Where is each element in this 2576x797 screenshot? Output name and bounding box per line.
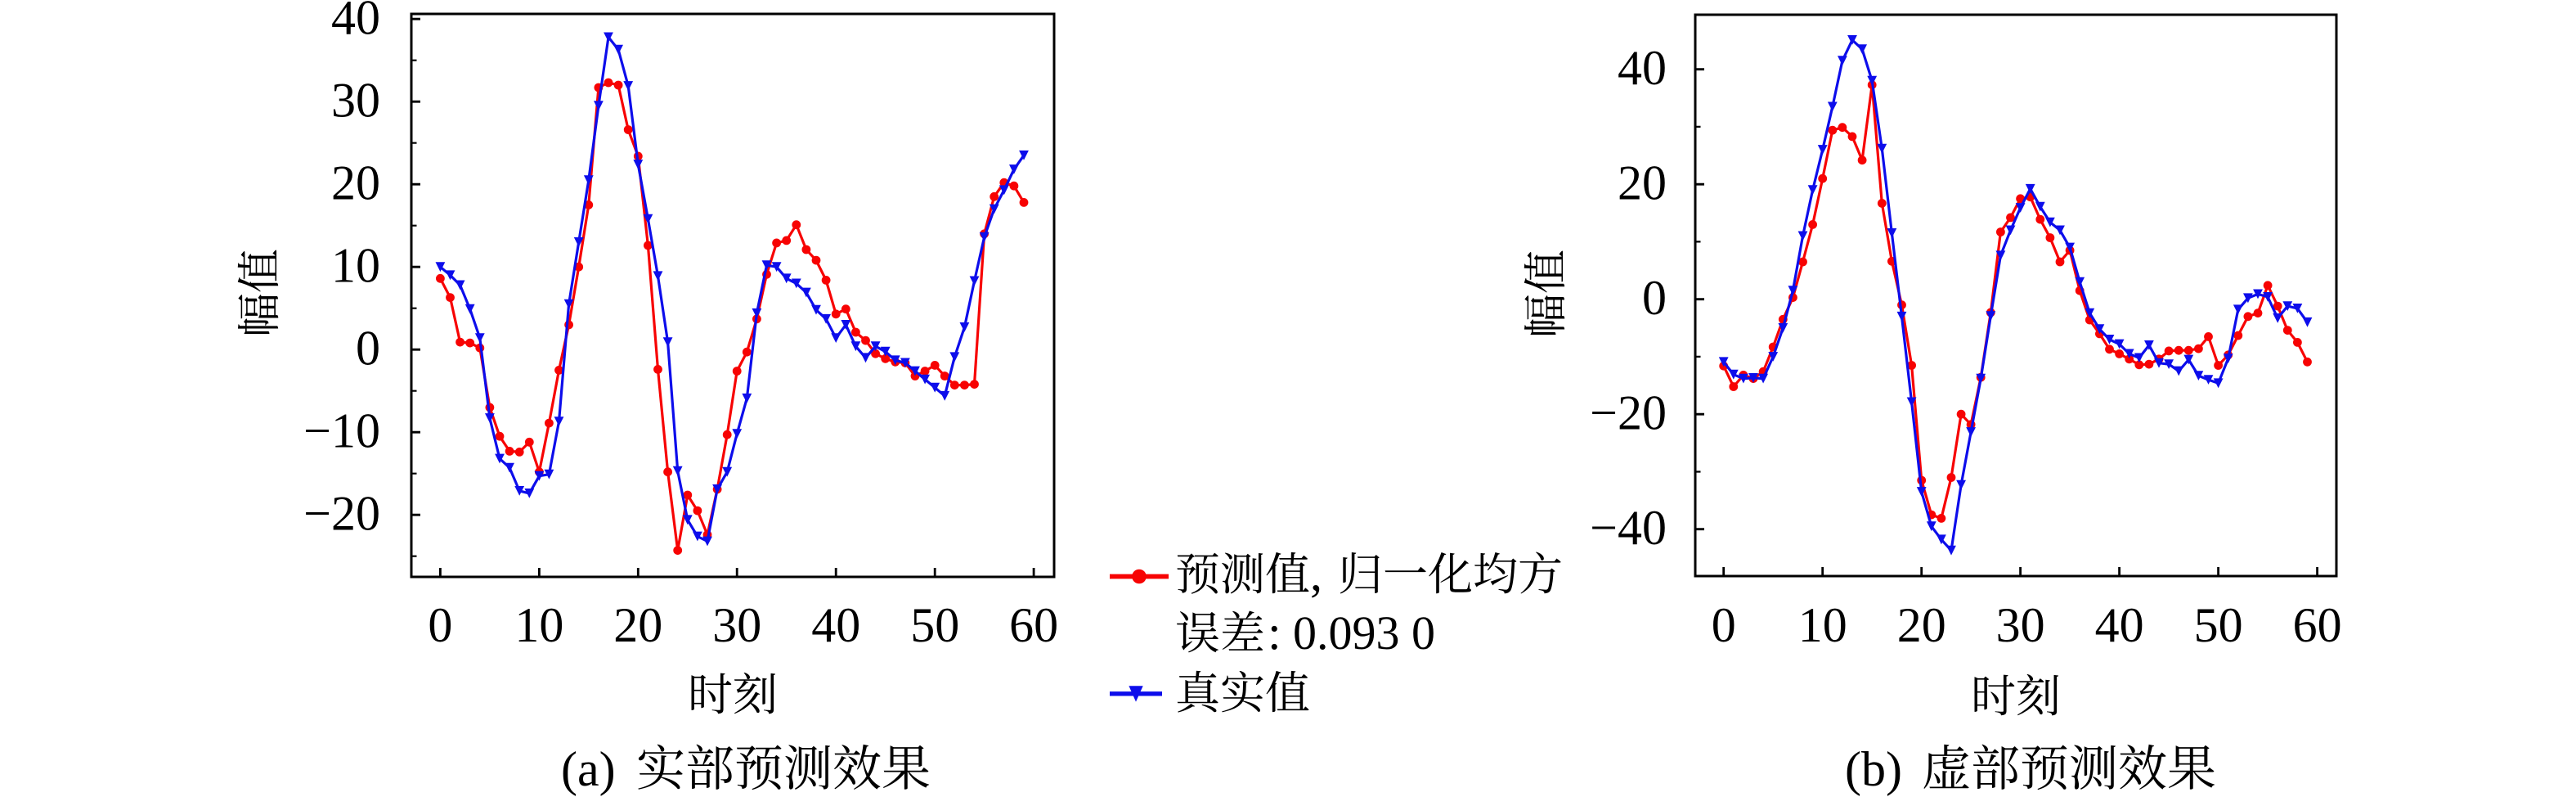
- svg-text:60: 60: [2293, 598, 2342, 652]
- svg-text:50: 50: [2194, 598, 2243, 652]
- svg-text:−20: −20: [1590, 386, 1667, 440]
- svg-text:20: 20: [1618, 156, 1667, 210]
- svg-text:60: 60: [1009, 598, 1058, 652]
- svg-text::: :: [1268, 606, 1281, 660]
- svg-text:0: 0: [1642, 271, 1667, 325]
- svg-text:30: 30: [1996, 598, 2045, 652]
- svg-text:,: ,: [1310, 547, 1322, 601]
- svg-text:30: 30: [331, 74, 380, 128]
- svg-text:0: 0: [356, 322, 380, 376]
- svg-text:40: 40: [1618, 41, 1667, 95]
- svg-text:40: 40: [2095, 598, 2144, 652]
- svg-text:0: 0: [428, 598, 452, 652]
- svg-text:20: 20: [1897, 598, 1946, 652]
- svg-text:−10: −10: [303, 404, 380, 458]
- svg-text:−20: −20: [303, 487, 380, 541]
- svg-text:50: 50: [910, 598, 959, 652]
- svg-text:20: 20: [613, 598, 662, 652]
- svg-text:10: 10: [514, 598, 563, 652]
- svg-text:10: 10: [331, 239, 380, 293]
- svg-text:40: 40: [331, 0, 380, 45]
- svg-text:0.093 0: 0.093 0: [1293, 606, 1435, 660]
- svg-text:−40: −40: [1590, 501, 1667, 555]
- svg-text:20: 20: [331, 156, 380, 210]
- svg-text:30: 30: [712, 598, 761, 652]
- svg-text:40: 40: [811, 598, 860, 652]
- svg-text:(a): (a): [561, 742, 616, 796]
- svg-text:(b): (b): [1845, 742, 1902, 796]
- svg-text:10: 10: [1798, 598, 1847, 652]
- svg-text:0: 0: [1712, 598, 1736, 652]
